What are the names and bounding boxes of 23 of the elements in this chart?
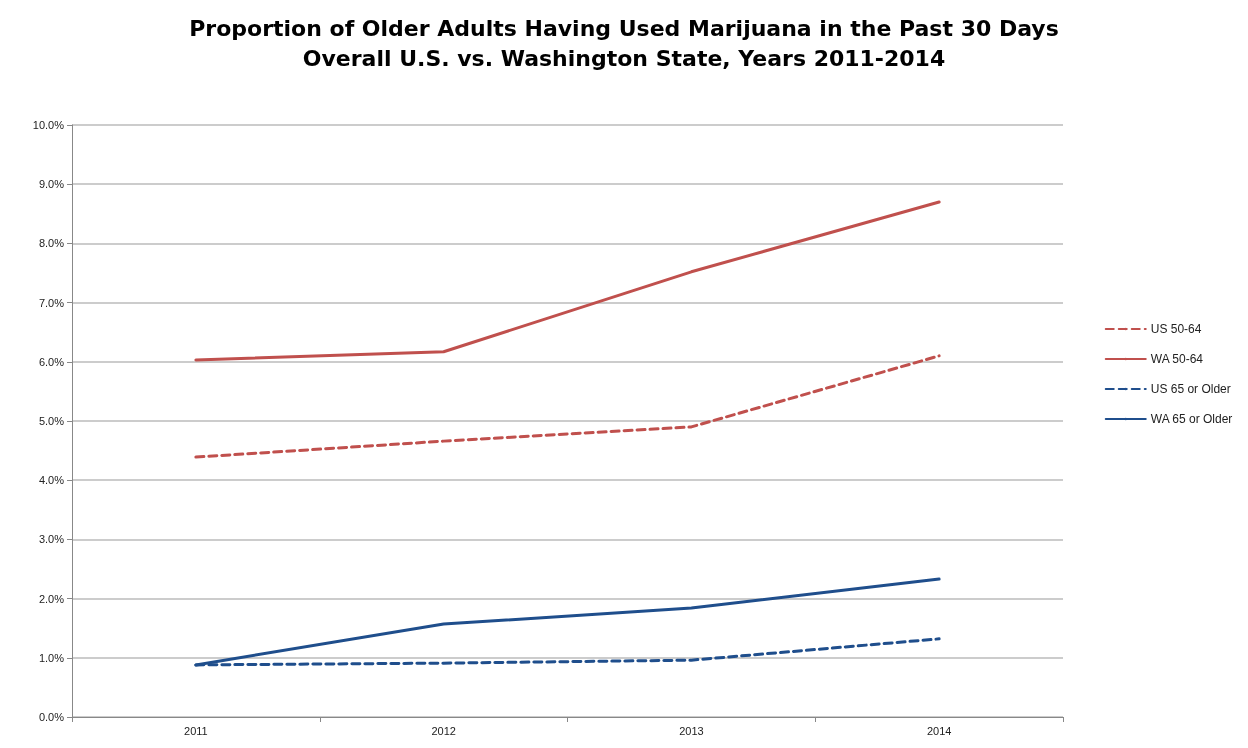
y-tick-label: 5.0% <box>38 415 65 427</box>
x-tick-label: 2013 <box>679 724 704 737</box>
y-tick-label: 1.0% <box>38 651 65 664</box>
x-tick-label: 2014 <box>926 724 952 737</box>
legend-label: WA 65 or Older <box>1150 412 1233 426</box>
y-tick-label: 10.0% <box>32 119 65 131</box>
chart-subtitle: Overall U.S. vs. Washington State, Years 2011-2014 <box>302 45 946 71</box>
y-tick-label: 8.0% <box>38 237 65 250</box>
y-tick-label: 7.0% <box>38 296 65 309</box>
y-tick-label: 9.0% <box>38 178 65 191</box>
legend-label: US 65 or Older <box>1150 382 1231 396</box>
y-tick-label: 3.0% <box>38 533 65 546</box>
line-series <box>194 354 941 459</box>
y-tick-label: 0.0% <box>38 711 65 723</box>
line-series <box>194 200 941 362</box>
legend-label: WA 50-64 <box>1150 352 1204 366</box>
y-tick-label: 2.0% <box>38 592 65 605</box>
y-tick-label: 4.0% <box>38 474 65 487</box>
x-tick-label: 2012 <box>431 724 456 737</box>
x-tick-label: 2011 <box>184 724 208 737</box>
chart-title: Proportion of Older Adults Having Used Marijuana in the Past 30 Days <box>189 15 1059 41</box>
y-tick-label: 6.0% <box>38 355 65 368</box>
legend-label: US 50-64 <box>1150 322 1202 336</box>
